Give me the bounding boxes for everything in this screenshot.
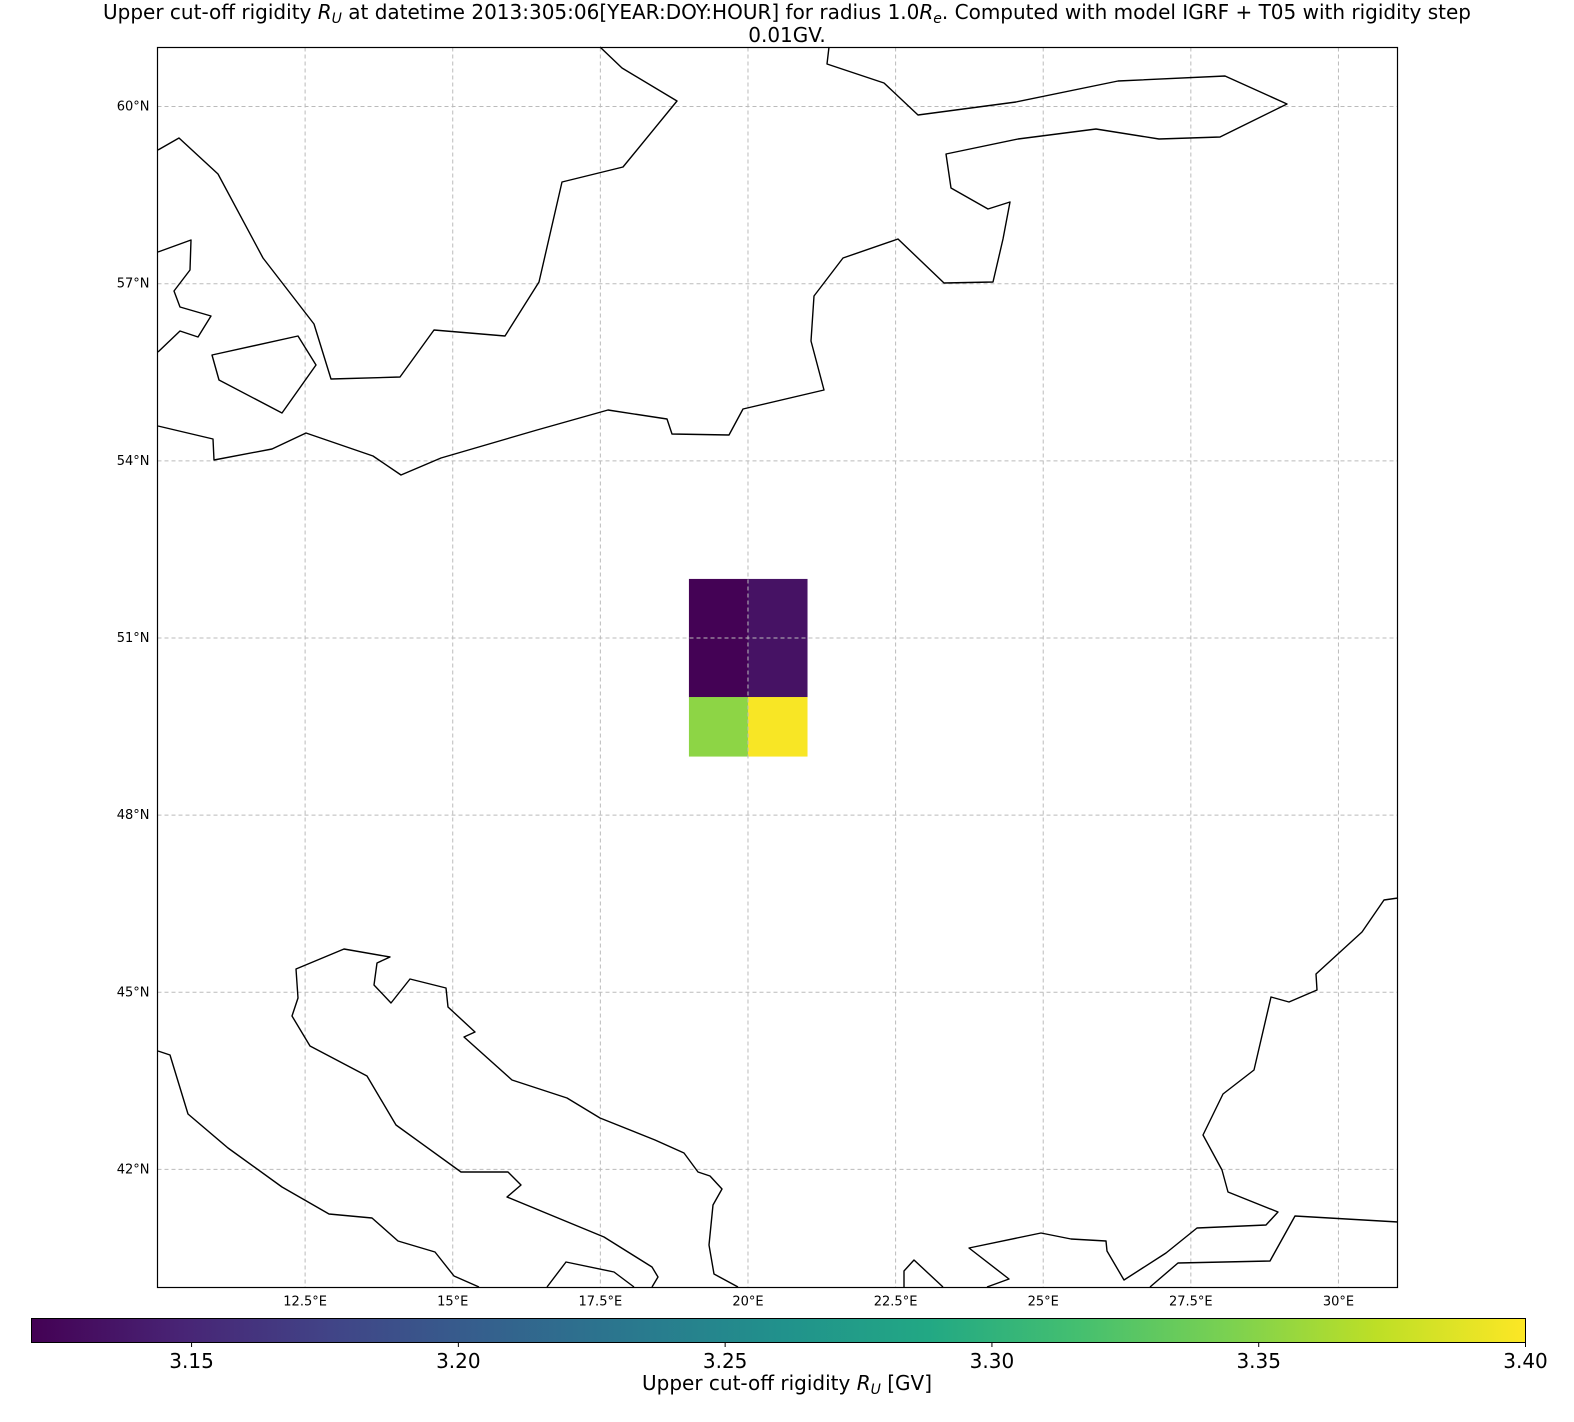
colorbar-ticks: 3.15 3.20 3.25 3.30 3.35 3.40 xyxy=(169,1342,1548,1373)
lon-tick-label: 15°E xyxy=(437,1295,468,1310)
coastline-italy-adriatic xyxy=(157,1050,480,1288)
coastline-italy-peninsula xyxy=(291,948,739,1288)
coastline-chalkidiki xyxy=(903,1259,944,1288)
colorbar-tick-label: 3.25 xyxy=(703,1349,748,1373)
rigidity-cell-3 xyxy=(747,637,808,698)
map-title-line1: Upper cut-off rigidity RU at datetime 20… xyxy=(103,0,1471,27)
colorbar-tick-label: 3.40 xyxy=(1503,1349,1548,1373)
coastline-thrace xyxy=(968,897,1399,1288)
coastline-denmark-zealand xyxy=(211,335,317,414)
coastline-denmark-jutland xyxy=(157,239,212,353)
coastline-turkey xyxy=(1149,1215,1399,1288)
rigidity-cell-0 xyxy=(688,578,749,639)
rigidity-cell-2 xyxy=(688,637,749,698)
lat-tick-label: 54°N xyxy=(117,454,150,469)
lat-tick-label: 57°N xyxy=(117,277,150,292)
lat-tick-label: 48°N xyxy=(117,808,150,823)
lon-tick-label: 20°E xyxy=(732,1295,763,1310)
rigidity-grid xyxy=(688,578,808,757)
coastlines xyxy=(157,46,1399,1288)
colorbar-tick-label: 3.15 xyxy=(169,1349,214,1373)
lat-tick-label: 42°N xyxy=(117,1162,150,1177)
lon-tick-label: 22.5°E xyxy=(874,1295,918,1310)
lon-tick-label: 30°E xyxy=(1323,1295,1354,1310)
graticule xyxy=(157,47,1398,1288)
lat-tick-label: 60°N xyxy=(117,100,150,115)
lat-tick-label: 51°N xyxy=(117,631,150,646)
colorbar-tick-label: 3.35 xyxy=(1236,1349,1281,1373)
colorbar xyxy=(31,1318,1526,1343)
lat-tick-label: 45°N xyxy=(117,985,150,1000)
rigidity-cell-1 xyxy=(747,578,808,639)
lon-tick-label: 17.5°E xyxy=(579,1295,623,1310)
map-title-line2: 0.01GV. xyxy=(748,23,826,47)
colorbar-label: Upper cut-off rigidity RU [GV] xyxy=(641,1371,933,1398)
tick-labels: 12.5°E 15°E 17.5°E 20°E 22.5°E 25°E 27.5°E 30°E… xyxy=(117,100,1354,1310)
rigidity-cell-4 xyxy=(688,697,749,757)
map-frame xyxy=(156,46,1399,1289)
lon-tick-label: 27.5°E xyxy=(1169,1295,1213,1310)
colorbar-tick-label: 3.30 xyxy=(970,1349,1015,1373)
lon-tick-label: 12.5°E xyxy=(283,1295,327,1310)
colorbar-tick-label: 3.20 xyxy=(436,1349,481,1373)
rigidity-cell-5 xyxy=(747,697,808,757)
coastline-finland xyxy=(157,46,1288,476)
lon-tick-label: 25°E xyxy=(1028,1295,1059,1310)
coastline-sweden xyxy=(157,46,678,380)
